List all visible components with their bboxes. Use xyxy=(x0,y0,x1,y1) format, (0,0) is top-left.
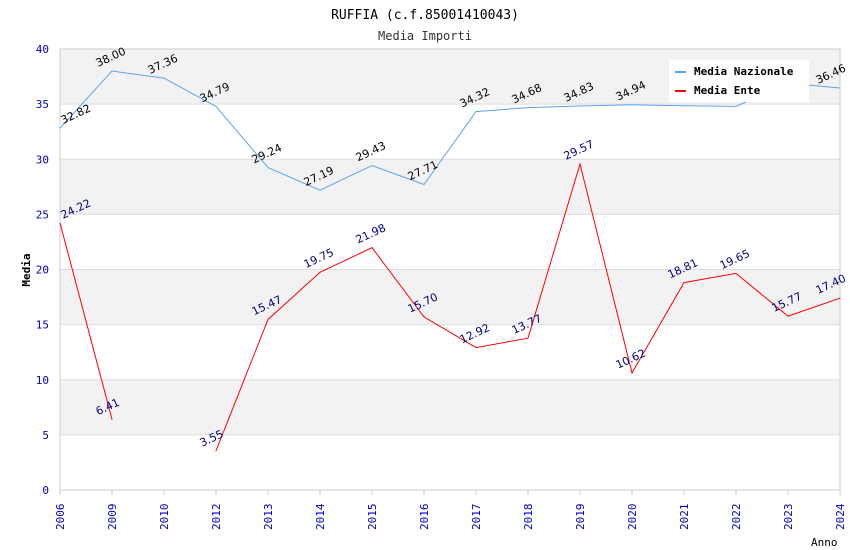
data-point xyxy=(215,105,217,107)
x-tick-label: 2014 xyxy=(314,503,327,530)
data-point xyxy=(579,163,581,165)
data-point xyxy=(839,87,841,89)
x-tick-label: 2010 xyxy=(158,504,171,531)
data-point xyxy=(475,111,477,113)
data-point xyxy=(163,77,165,79)
grid-band xyxy=(60,159,840,215)
x-tick-label: 2016 xyxy=(418,504,431,531)
y-tick-label: 0 xyxy=(42,484,49,497)
data-point xyxy=(371,247,373,249)
data-point xyxy=(267,167,269,169)
series-line-ente xyxy=(59,222,113,420)
grid-band xyxy=(60,214,840,270)
y-axis-label: Media xyxy=(20,253,33,286)
data-point xyxy=(631,104,633,106)
legend-label-ente: Media Ente xyxy=(694,84,761,97)
grid-band xyxy=(60,434,840,490)
series-line-nazionale xyxy=(59,70,841,191)
x-axis-label: Anno xyxy=(811,536,838,549)
y-tick-label: 35 xyxy=(36,98,49,111)
x-tick-label: 2024 xyxy=(834,503,847,530)
x-tick-label: 2012 xyxy=(210,504,223,531)
data-point xyxy=(59,222,61,224)
grid-band xyxy=(60,379,840,435)
x-tick-label: 2013 xyxy=(262,504,275,531)
data-point xyxy=(735,272,737,274)
data-point xyxy=(527,107,529,109)
data-point xyxy=(111,418,113,420)
data-point xyxy=(683,282,685,284)
x-tick-label: 2022 xyxy=(730,504,743,531)
x-tick-label: 2020 xyxy=(626,504,639,531)
data-point xyxy=(111,70,113,72)
x-tick-label: 2006 xyxy=(54,504,67,531)
y-tick-label: 10 xyxy=(36,374,49,387)
y-tick-label: 30 xyxy=(36,153,49,166)
data-point xyxy=(267,318,269,320)
legend: Media Nazionale Media Ente xyxy=(669,60,809,102)
x-tick-label: 2009 xyxy=(106,504,119,531)
chart-subtitle: Media Importi xyxy=(378,29,472,43)
data-point xyxy=(319,189,321,191)
y-tick-label: 20 xyxy=(36,264,49,277)
plot-frame xyxy=(59,48,841,491)
grid-band xyxy=(60,104,840,160)
y-tick-label: 15 xyxy=(36,319,49,332)
legend-label-nazionale: Media Nazionale xyxy=(694,65,794,78)
data-point xyxy=(59,127,61,129)
data-point xyxy=(319,271,321,273)
data-point xyxy=(215,450,217,452)
x-tick-label: 2021 xyxy=(678,504,691,531)
data-point xyxy=(423,316,425,318)
x-tick-label: 2017 xyxy=(470,504,483,531)
x-tick-label: 2018 xyxy=(522,504,535,531)
data-point xyxy=(527,337,529,339)
y-tick-label: 25 xyxy=(36,208,49,221)
x-tick-label: 2019 xyxy=(574,504,587,531)
x-tick-label: 2015 xyxy=(366,504,379,531)
grid-band xyxy=(60,324,840,380)
data-point xyxy=(839,297,841,299)
data-point xyxy=(787,315,789,317)
data-point xyxy=(371,165,373,167)
chart-title: RUFFIA (c.f.85001410043) xyxy=(331,8,519,23)
grid-band xyxy=(60,269,840,325)
data-point xyxy=(735,105,737,107)
data-point xyxy=(683,105,685,107)
y-tick-label: 5 xyxy=(42,429,49,442)
data-point xyxy=(423,183,425,185)
data-point xyxy=(475,347,477,349)
data-point xyxy=(631,372,633,374)
y-tick-label: 40 xyxy=(36,43,49,56)
x-tick-label: 2023 xyxy=(782,504,795,531)
data-point xyxy=(579,105,581,107)
